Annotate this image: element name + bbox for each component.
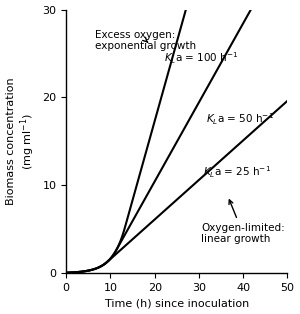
Text: Oxygen-limited:
linear growth: Oxygen-limited: linear growth [201, 200, 285, 244]
Text: $K_L$a = 25 h$^{-1}$: $K_L$a = 25 h$^{-1}$ [203, 164, 272, 180]
Text: $K_L$a = 100 h$^{-1}$: $K_L$a = 100 h$^{-1}$ [164, 50, 238, 66]
Text: Excess oxygen:
exponential growth: Excess oxygen: exponential growth [95, 30, 196, 51]
X-axis label: Time (h) since inoculation: Time (h) since inoculation [105, 298, 249, 308]
Y-axis label: Biomass concentration
(mg ml$^{-1}$): Biomass concentration (mg ml$^{-1}$) [6, 78, 37, 205]
Text: $K_L$a = 50 h$^{-1}$: $K_L$a = 50 h$^{-1}$ [206, 111, 274, 127]
